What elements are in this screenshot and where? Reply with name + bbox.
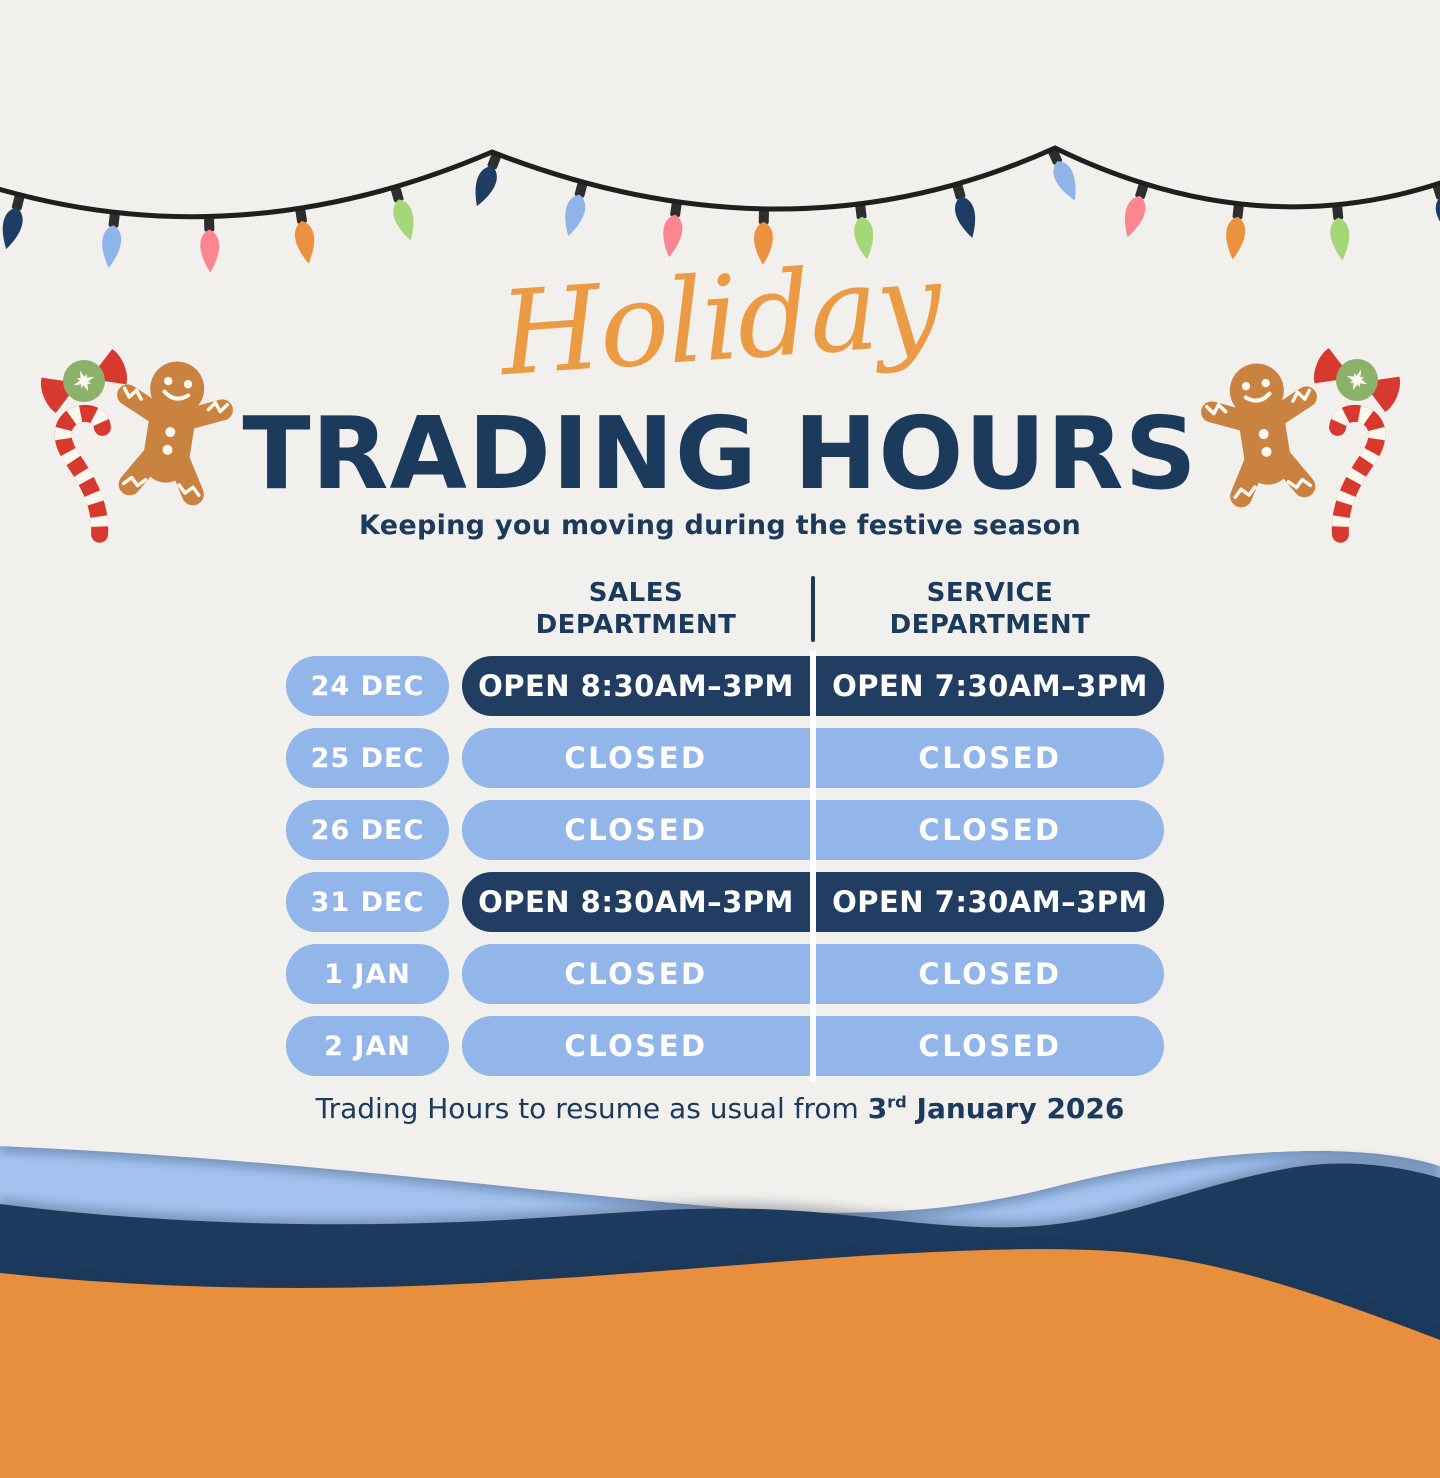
wave-navy (0, 1163, 1440, 1478)
sales-hours-pill: CLOSED (462, 944, 810, 1004)
sales-hours-pill: CLOSED (462, 1016, 810, 1076)
date-pill: 1 JAN (286, 944, 449, 1004)
resume-note-date: 3rd January 2026 (867, 1092, 1125, 1125)
table-row: 31 DEC OPEN 8:30AM–3PM OPEN 7:30AM–3PM (286, 872, 1164, 932)
garland-wire (0, 145, 1440, 220)
sales-hours-pill: OPEN 8:30AM–3PM (462, 656, 810, 716)
service-hours-pill: OPEN 7:30AM–3PM (816, 656, 1164, 716)
light-bulb-icon (1048, 148, 1076, 201)
column-headers: SALES DEPARTMENT SERVICE DEPARTMENT (462, 574, 1164, 644)
service-hours-pill: CLOSED (816, 944, 1164, 1004)
sales-hours-pill: CLOSED (462, 728, 810, 788)
wave-light-blue (0, 1146, 1440, 1478)
date-pill: 2 JAN (286, 1016, 449, 1076)
wave-orange (0, 1249, 1440, 1478)
date-pill: 24 DEC (286, 656, 449, 716)
table-row: 24 DEC OPEN 8:30AM–3PM OPEN 7:30AM–3PM (286, 656, 1164, 716)
service-hours-pill: CLOSED (816, 728, 1164, 788)
light-bulb-icon (200, 217, 220, 273)
table-row: 2 JAN CLOSED CLOSED (286, 1016, 1164, 1076)
resume-note: Trading Hours to resume as usual from 3r… (0, 1092, 1440, 1125)
column-header-sales: SALES DEPARTMENT (535, 577, 737, 641)
column-header-service: SERVICE DEPARTMENT (889, 577, 1091, 641)
page-title: TRADING HOURS (242, 395, 1198, 512)
light-bulb-icon (102, 212, 122, 268)
table-row: 26 DEC CLOSED CLOSED (286, 800, 1164, 860)
table-row: 1 JAN CLOSED CLOSED (286, 944, 1164, 1004)
sales-hours-pill: CLOSED (462, 800, 810, 860)
date-pill: 26 DEC (286, 800, 449, 860)
date-pill: 31 DEC (286, 872, 449, 932)
table-row: 25 DEC CLOSED CLOSED (286, 728, 1164, 788)
schedule-rows: 24 DEC OPEN 8:30AM–3PM OPEN 7:30AM–3PM 25 D… (286, 656, 1164, 1076)
service-hours-pill: CLOSED (816, 1016, 1164, 1076)
resume-note-text: Trading Hours to resume as usual from (315, 1092, 868, 1125)
subtitle: Keeping you moving during the festive se… (358, 510, 1081, 541)
light-bulb-icon (390, 186, 414, 241)
light-bulb-icon (2, 195, 25, 250)
light-bulb-icon (663, 202, 683, 258)
light-bulb-icon (295, 208, 315, 264)
sales-hours-pill: OPEN 8:30AM–3PM (462, 872, 810, 932)
service-hours-pill: CLOSED (816, 800, 1164, 860)
ordinal-suffix: rd (887, 1092, 907, 1112)
light-bulb-icon (475, 153, 501, 207)
header-divider (811, 576, 815, 642)
date-pill: 25 DEC (286, 728, 449, 788)
light-bulb-icon (952, 184, 976, 238)
light-bulb-icon (565, 182, 588, 237)
column-divider-line (810, 650, 816, 1082)
wave-footer (0, 1098, 1440, 1478)
service-hours-pill: OPEN 7:30AM–3PM (816, 872, 1164, 932)
